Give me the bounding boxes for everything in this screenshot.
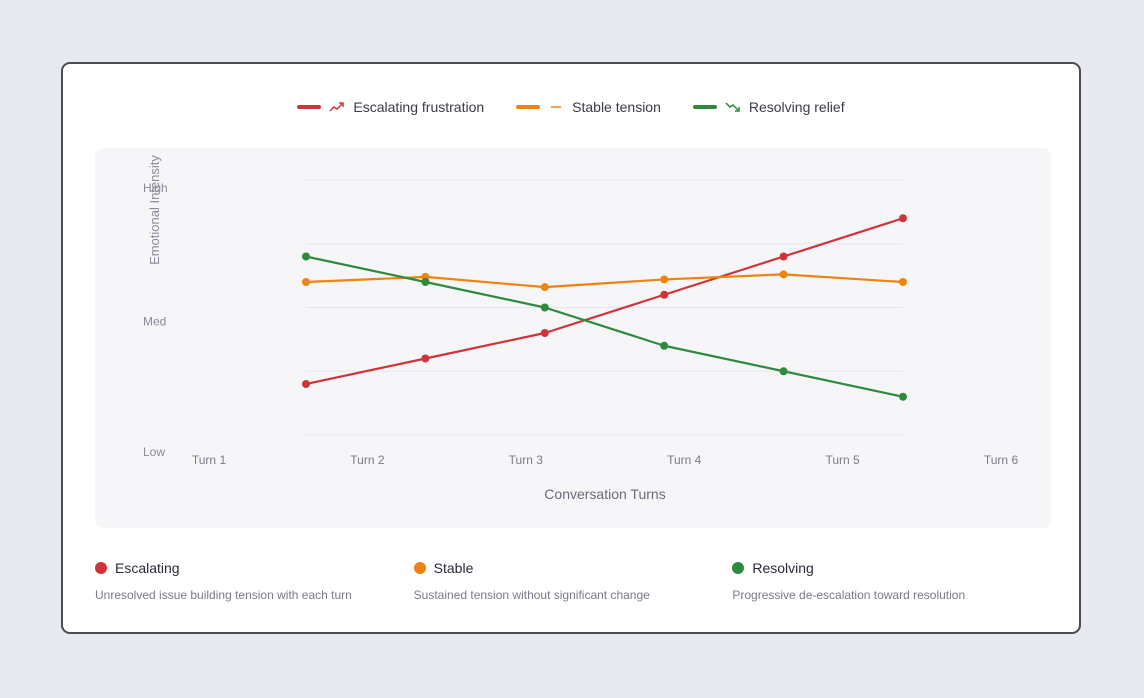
- legend-swatch-resolving: [692, 105, 717, 109]
- x-tick-label: Turn 1: [192, 453, 227, 467]
- footer-title-resolving: Resolving: [752, 560, 814, 576]
- flat-line-icon: [551, 106, 562, 108]
- legend-swatch-stable: [516, 105, 541, 109]
- series-line-resolving: [305, 255, 904, 398]
- footer-desc-stable: Sustained tension without significant ch…: [413, 588, 650, 602]
- chart-footer: Escalating Unresolved issue building ten…: [95, 560, 1051, 610]
- footer-title-stable: Stable: [433, 560, 474, 576]
- x-tick-label: Turn 3: [509, 453, 544, 467]
- data-point-escalating: [899, 214, 907, 223]
- footer-escalating: Escalating Unresolved issue building ten…: [95, 560, 414, 610]
- series-lines: [305, 217, 904, 398]
- footer-title-escalating: Escalating: [115, 560, 180, 576]
- data-point-resolving: [779, 367, 788, 376]
- line-chart: Turn 1 Turn 2 Turn 3 Turn 4 Turn 5 Turn 6 Low…: [143, 155, 1019, 502]
- legend-item-resolving: Resolving relief: [692, 99, 845, 115]
- stable-dot: [413, 562, 426, 574]
- x-tick-labels: Turn 1 Turn 2 Turn 3 Turn 4 Turn 5 Turn 6: [192, 453, 1019, 467]
- x-axis-label: Conversation Turns: [544, 486, 665, 502]
- footer-desc-escalating: Unresolved issue building tension with e…: [95, 588, 352, 602]
- trend-up-icon: [329, 102, 345, 112]
- footer-stable: Stable Sustained tension without signifi…: [413, 560, 733, 610]
- data-point-stable: [540, 283, 549, 292]
- legend-label-stable: Stable tension: [572, 99, 661, 115]
- data-point-stable: [779, 270, 788, 279]
- data-point-stable: [660, 275, 669, 284]
- plot-area: Turn 1 Turn 2 Turn 3 Turn 4 Turn 5 Turn 6 Low…: [95, 148, 1051, 528]
- data-point-escalating: [421, 354, 430, 363]
- data-point-resolving: [899, 392, 907, 401]
- chart-card: Escalating frustration Stable tension Re…: [61, 62, 1081, 634]
- chart-legend: Escalating frustration Stable tension Re…: [63, 97, 1079, 117]
- escalating-dot: [95, 562, 107, 574]
- data-point-resolving: [540, 303, 549, 312]
- y-tick-label: Med: [143, 315, 166, 329]
- legend-item-escalating: Escalating frustration: [297, 99, 484, 115]
- series-line-escalating: [305, 217, 904, 386]
- y-tick-label: High: [143, 181, 168, 195]
- data-point-escalating: [540, 329, 549, 337]
- y-axis-label: Emotional Intensity: [147, 155, 162, 265]
- x-tick-label: Turn 2: [350, 453, 385, 467]
- resolving-dot: [732, 562, 745, 574]
- data-point-escalating: [779, 252, 788, 261]
- x-tick-label: Turn 4: [667, 453, 702, 467]
- footer-resolving: Resolving Progressive de-escalation towa…: [732, 560, 1051, 610]
- data-point-stable: [899, 278, 907, 286]
- y-tick-label: Low: [143, 445, 165, 459]
- data-point-resolving: [660, 341, 669, 350]
- y-tick-labels: Low Med High: [143, 181, 168, 459]
- data-point-resolving: [421, 278, 430, 286]
- x-tick-label: Turn 6: [984, 453, 1019, 467]
- legend-item-stable: Stable tension: [516, 99, 661, 115]
- data-point-stable: [302, 278, 310, 286]
- legend-label-escalating: Escalating frustration: [353, 99, 485, 115]
- series-points: [302, 214, 907, 401]
- data-point-resolving: [302, 252, 310, 261]
- data-point-escalating: [660, 290, 669, 299]
- footer-desc-resolving: Progressive de-escalation toward resolut…: [732, 588, 966, 602]
- grid-lines: [306, 179, 903, 436]
- legend-label-resolving: Resolving relief: [748, 99, 845, 115]
- x-tick-label: Turn 5: [825, 453, 860, 467]
- data-point-escalating: [302, 380, 310, 388]
- trend-down-icon: [725, 102, 740, 112]
- legend-swatch-escalating: [297, 105, 322, 109]
